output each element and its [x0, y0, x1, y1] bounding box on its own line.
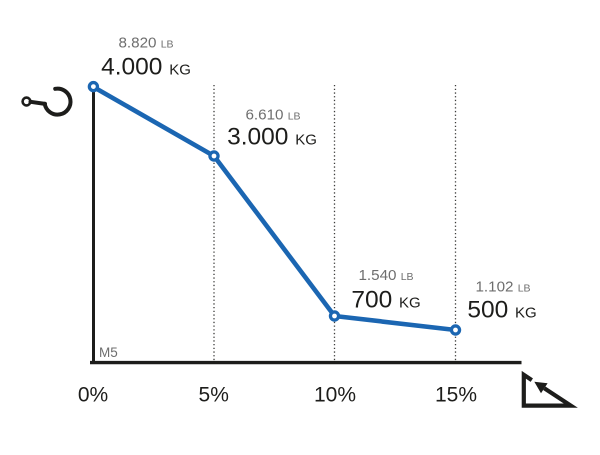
svg-text:15%: 15% [435, 384, 477, 407]
svg-text:1.540 LB: 1.540 LB [358, 267, 413, 284]
svg-text:3.000 KG: 3.000 KG [227, 124, 317, 151]
svg-text:5%: 5% [199, 384, 229, 407]
svg-text:1.102 LB: 1.102 LB [475, 279, 530, 296]
svg-text:0%: 0% [78, 384, 108, 407]
svg-text:8.820 LB: 8.820 LB [118, 35, 173, 52]
svg-text:M5: M5 [99, 345, 118, 360]
svg-text:10%: 10% [314, 384, 356, 407]
svg-text:700 KG: 700 KG [351, 287, 420, 314]
svg-text:6.610 LB: 6.610 LB [245, 107, 300, 124]
